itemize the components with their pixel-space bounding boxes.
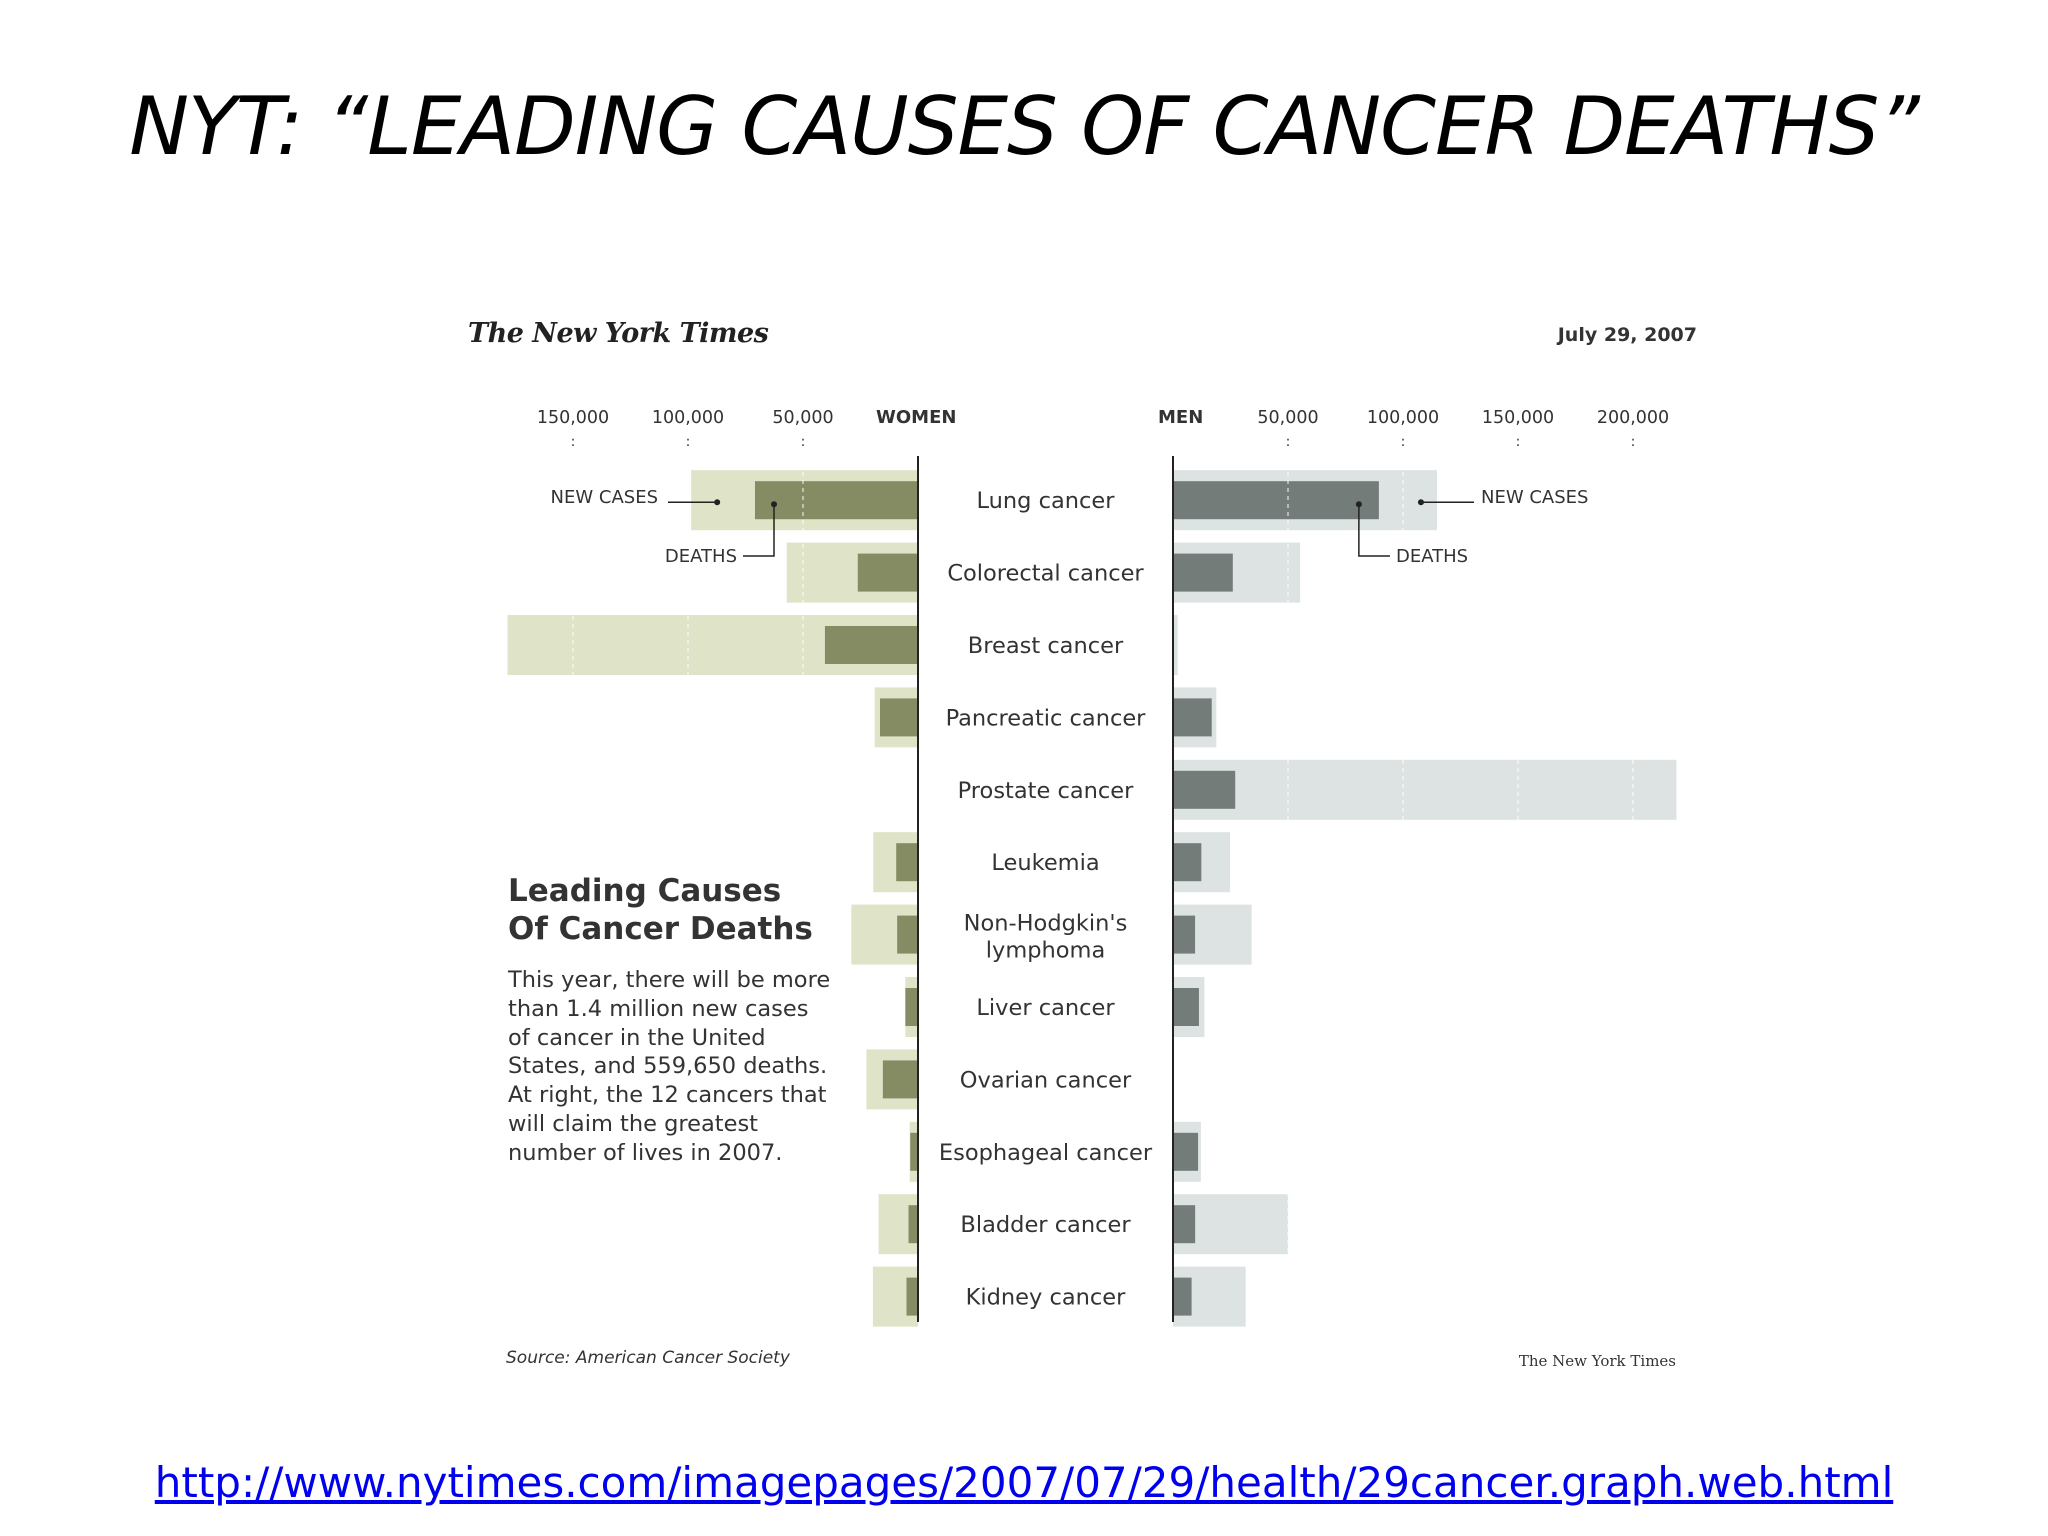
men-deaths-bar <box>1173 698 1212 737</box>
women-tick-mark: : <box>801 434 806 450</box>
men-tick-label: 100,000 <box>1367 408 1439 428</box>
category-label: Non-Hodgkin's <box>964 911 1128 937</box>
category-label: Lung cancer <box>977 488 1116 514</box>
men-new-cases-bar <box>1173 759 1677 820</box>
men-axis-label: MEN <box>1158 407 1203 428</box>
nyt-credit: The New York Times <box>1518 1352 1676 1370</box>
category-label: lymphoma <box>986 938 1106 964</box>
women-deaths-bar <box>910 1132 918 1171</box>
women-new-cases-annotation: NEW CASES <box>551 487 658 508</box>
women-deaths-bar <box>906 1277 918 1316</box>
men-tick-label: 200,000 <box>1597 408 1669 428</box>
men-deaths-bar <box>1173 1132 1199 1171</box>
men-new-cases-bar <box>1173 615 1178 675</box>
women-deaths-bar <box>897 915 918 954</box>
women-tick-label: 150,000 <box>537 408 609 428</box>
category-label: Liver cancer <box>976 995 1115 1021</box>
men-deaths-bar <box>1173 988 1199 1026</box>
women-deaths-bar <box>896 843 918 882</box>
source-url-link[interactable]: http://www.nytimes.com/imagepages/2007/0… <box>154 1458 1894 1507</box>
figure-heading-line: Of Cancer Deaths <box>508 911 813 947</box>
men-deaths-bar <box>1173 1277 1192 1316</box>
women-deaths-annotation: DEATHS <box>665 546 737 567</box>
category-label: Pancreatic cancer <box>946 705 1147 731</box>
annotation-leader-line <box>743 504 775 557</box>
women-deaths-bar <box>882 1060 918 1099</box>
men-new-cases-annotation: NEW CASES <box>1481 487 1588 508</box>
description-line: than 1.4 million new cases <box>508 995 809 1022</box>
men-tick-mark: : <box>1286 434 1291 450</box>
description-line: will claim the greatest <box>508 1110 758 1137</box>
women-deaths-bar <box>879 698 918 737</box>
slide-title: NYT: “LEADING CAUSES OF CANCER DEATHS” <box>129 80 1920 173</box>
description-line: number of lives in 2007. <box>508 1139 783 1166</box>
figure-heading-line: Leading Causes <box>508 873 782 909</box>
category-label: Breast cancer <box>968 633 1124 659</box>
category-label: Leukemia <box>991 850 1099 876</box>
women-deaths-bar <box>824 626 918 664</box>
annotation-dot <box>1417 499 1424 506</box>
figure-date: July 29, 2007 <box>1557 324 1697 346</box>
annotation-dot <box>714 499 721 506</box>
category-label: Ovarian cancer <box>960 1067 1132 1093</box>
men-deaths-bar <box>1173 770 1236 809</box>
source-note: Source: American Cancer Society <box>506 1348 790 1368</box>
men-tick-label: 50,000 <box>1257 408 1318 428</box>
women-deaths-bar <box>908 1205 918 1244</box>
women-deaths-bar <box>754 481 918 520</box>
men-deaths-bar <box>1173 481 1379 520</box>
men-deaths-annotation: DEATHS <box>1396 546 1468 567</box>
description-line: of cancer in the United <box>508 1024 766 1051</box>
men-tick-mark: : <box>1516 434 1521 450</box>
men-deaths-bar <box>1173 843 1202 882</box>
men-deaths-bar <box>1173 915 1196 954</box>
men-deaths-bar <box>1173 1205 1196 1244</box>
women-tick-label: 50,000 <box>772 408 833 428</box>
category-label: Esophageal cancer <box>939 1140 1153 1166</box>
nyt-logo: The New York Times <box>468 318 769 349</box>
annotation-dot <box>1355 501 1362 508</box>
women-tick-mark: : <box>571 434 576 450</box>
women-axis-label: WOMEN <box>876 407 956 428</box>
men-tick-label: 150,000 <box>1482 408 1554 428</box>
category-label: Prostate cancer <box>958 778 1134 804</box>
category-label: Colorectal cancer <box>947 561 1144 587</box>
women-deaths-bar <box>905 988 918 1026</box>
figure-heading: Leading Causes Of Cancer Deaths <box>508 872 848 948</box>
description-line: At right, the 12 cancers that <box>508 1082 827 1109</box>
description-line: This year, there will be more <box>508 967 831 993</box>
women-deaths-bar <box>857 553 918 592</box>
description-line: States, and 559,650 deaths. <box>508 1053 828 1080</box>
category-label: Bladder cancer <box>960 1212 1131 1238</box>
men-tick-mark: : <box>1631 434 1636 450</box>
men-tick-mark: : <box>1401 434 1406 450</box>
annotation-dot <box>771 501 777 508</box>
men-deaths-bar <box>1173 553 1233 592</box>
annotation-leader-line <box>1358 504 1390 557</box>
figure-description: This year, there will be more than 1.4 m… <box>508 966 848 1168</box>
category-label: Kidney cancer <box>966 1285 1126 1311</box>
women-tick-label: 100,000 <box>652 408 724 428</box>
women-tick-mark: : <box>686 434 691 450</box>
